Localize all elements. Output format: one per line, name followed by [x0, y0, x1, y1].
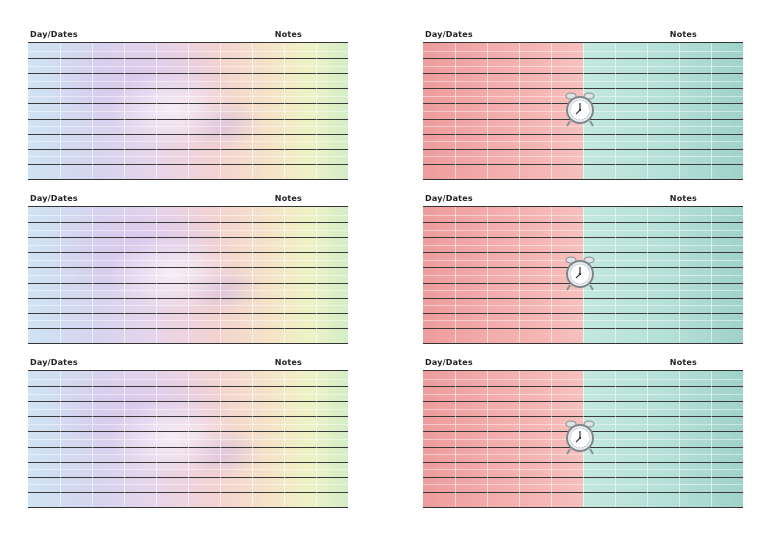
day-dates-label: Day/Dates [425, 30, 473, 39]
column-line [156, 43, 157, 179]
column-line [156, 207, 157, 343]
column-line [188, 371, 189, 507]
column-line [284, 371, 285, 507]
column-line [252, 43, 253, 179]
column-line [519, 43, 520, 179]
day-dates-label: Day/Dates [425, 358, 473, 367]
column-line [711, 207, 712, 343]
ruled-grid [423, 206, 743, 344]
column-line [220, 371, 221, 507]
column-line [92, 371, 93, 507]
day-dates-label: Day/Dates [30, 30, 78, 39]
notes-label: Notes [274, 30, 302, 39]
card-header: Day/Dates Notes [28, 30, 348, 42]
column-line [455, 43, 456, 179]
column-line [519, 207, 520, 343]
column-line [316, 371, 317, 507]
column-line [124, 371, 125, 507]
column-line [679, 43, 680, 179]
column-line [316, 43, 317, 179]
column-line [252, 371, 253, 507]
alarm-clock-icon [560, 91, 600, 131]
column-line [455, 371, 456, 507]
day-dates-label: Day/Dates [30, 194, 78, 203]
column-line [487, 207, 488, 343]
ruled-grid [423, 370, 743, 508]
column-line [284, 43, 285, 179]
ruled-grid [28, 42, 348, 180]
ruled-grid [28, 206, 348, 344]
column-line [551, 43, 552, 179]
column-line [551, 371, 552, 507]
column-line [487, 371, 488, 507]
column-line [60, 371, 61, 507]
card-header: Day/Dates Notes [28, 358, 348, 370]
ruled-grid [423, 42, 743, 180]
column-line [124, 207, 125, 343]
column-line [220, 207, 221, 343]
column-line [92, 43, 93, 179]
notes-label: Notes [669, 30, 697, 39]
card-header: Day/Dates Notes [28, 194, 348, 206]
card-header: Day/Dates Notes [423, 358, 743, 370]
notes-label: Notes [274, 194, 302, 203]
column-line [220, 43, 221, 179]
ruled-grid [28, 370, 348, 508]
column-line [124, 43, 125, 179]
column-line [284, 207, 285, 343]
column-line [679, 371, 680, 507]
column-line [487, 43, 488, 179]
column-line [156, 371, 157, 507]
column-line [60, 43, 61, 179]
column-line [615, 43, 616, 179]
card-header: Day/Dates Notes [423, 194, 743, 206]
column-line [455, 207, 456, 343]
column-line [711, 371, 712, 507]
column-line [92, 207, 93, 343]
column-line [60, 207, 61, 343]
notes-label: Notes [669, 194, 697, 203]
alarm-clock-icon [560, 419, 600, 459]
column-line [188, 43, 189, 179]
column-line [615, 207, 616, 343]
column-line [679, 207, 680, 343]
alarm-clock-icon [560, 255, 600, 295]
day-dates-label: Day/Dates [425, 194, 473, 203]
notes-label: Notes [669, 358, 697, 367]
card-header: Day/Dates Notes [423, 30, 743, 42]
column-line [519, 371, 520, 507]
column-line [188, 207, 189, 343]
column-line [316, 207, 317, 343]
notes-label: Notes [274, 358, 302, 367]
column-line [647, 207, 648, 343]
column-line [252, 207, 253, 343]
column-line [711, 43, 712, 179]
column-line [615, 371, 616, 507]
column-line [647, 371, 648, 507]
day-dates-label: Day/Dates [30, 358, 78, 367]
column-line [551, 207, 552, 343]
column-line [647, 43, 648, 179]
